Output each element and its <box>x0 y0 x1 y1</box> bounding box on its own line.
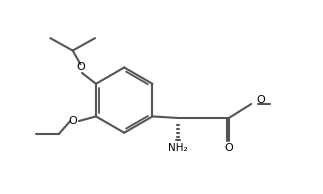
Text: O: O <box>256 95 265 105</box>
Text: O: O <box>68 116 77 126</box>
Text: O: O <box>224 143 233 153</box>
Text: O: O <box>76 62 85 72</box>
Text: NH₂: NH₂ <box>168 143 188 153</box>
